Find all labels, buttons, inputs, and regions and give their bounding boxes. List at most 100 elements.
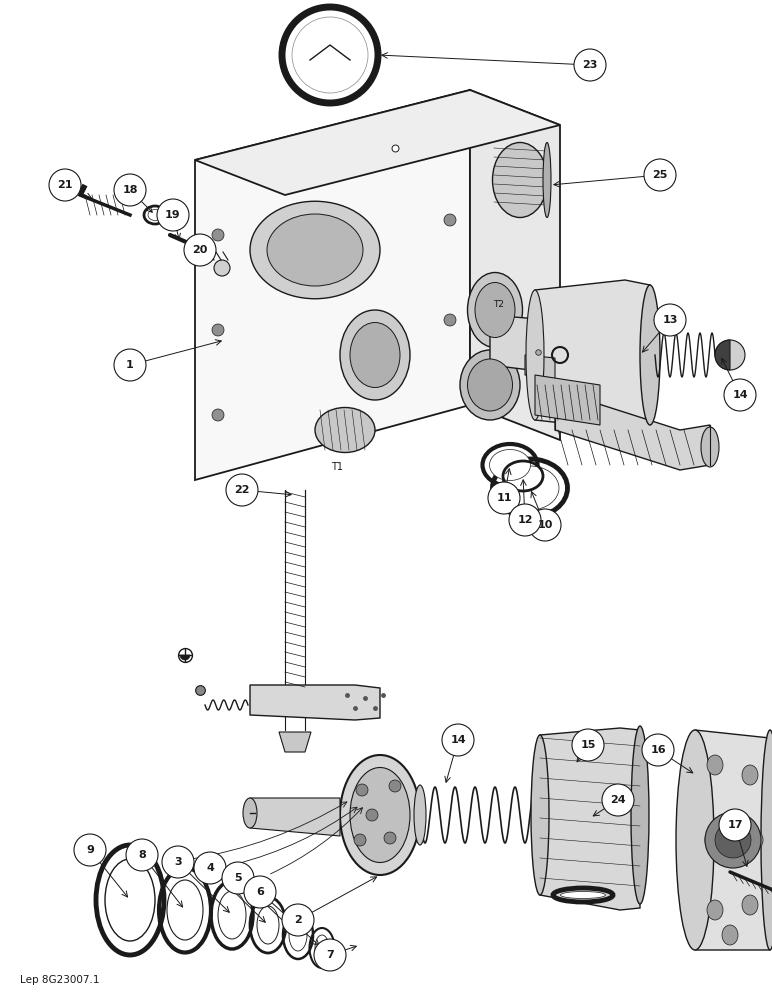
Ellipse shape — [761, 730, 772, 950]
Circle shape — [529, 509, 561, 541]
Text: 4: 4 — [206, 863, 214, 873]
Ellipse shape — [640, 285, 660, 425]
Ellipse shape — [414, 785, 426, 845]
Text: 13: 13 — [662, 315, 678, 325]
Ellipse shape — [105, 859, 155, 941]
Ellipse shape — [243, 798, 257, 828]
Ellipse shape — [340, 755, 420, 875]
Ellipse shape — [526, 290, 544, 420]
Polygon shape — [490, 315, 635, 380]
Ellipse shape — [707, 755, 723, 775]
Circle shape — [292, 17, 368, 93]
Circle shape — [642, 734, 674, 766]
Ellipse shape — [475, 282, 515, 338]
Ellipse shape — [560, 892, 605, 898]
Text: 16: 16 — [650, 745, 665, 755]
Circle shape — [366, 809, 378, 821]
Text: 22: 22 — [234, 485, 250, 495]
Text: 10: 10 — [537, 520, 553, 530]
Circle shape — [212, 324, 224, 336]
Polygon shape — [695, 730, 770, 950]
Polygon shape — [535, 375, 600, 425]
Text: 14: 14 — [732, 390, 748, 400]
Ellipse shape — [167, 880, 203, 940]
Circle shape — [488, 482, 520, 514]
Circle shape — [157, 199, 189, 231]
Circle shape — [49, 169, 81, 201]
Circle shape — [184, 234, 216, 266]
Text: 17: 17 — [727, 820, 743, 830]
Polygon shape — [535, 280, 650, 430]
Text: 1: 1 — [126, 360, 134, 370]
Polygon shape — [470, 90, 560, 440]
Text: 21: 21 — [57, 180, 73, 190]
Circle shape — [602, 784, 634, 816]
Ellipse shape — [218, 891, 246, 939]
Circle shape — [212, 229, 224, 241]
Circle shape — [572, 729, 604, 761]
Circle shape — [444, 314, 456, 326]
Wedge shape — [180, 655, 190, 660]
Text: 15: 15 — [581, 740, 596, 750]
Text: 14: 14 — [450, 735, 466, 745]
Circle shape — [509, 504, 541, 536]
Circle shape — [244, 876, 276, 908]
Circle shape — [74, 834, 106, 866]
Ellipse shape — [722, 925, 738, 945]
Ellipse shape — [340, 310, 410, 400]
Polygon shape — [195, 90, 470, 480]
Polygon shape — [555, 390, 710, 470]
Wedge shape — [715, 340, 730, 370]
Text: Lep 8G23007.1: Lep 8G23007.1 — [20, 975, 100, 985]
Text: 25: 25 — [652, 170, 668, 180]
Ellipse shape — [705, 830, 721, 850]
Text: 20: 20 — [192, 245, 208, 255]
Ellipse shape — [315, 935, 329, 961]
Ellipse shape — [489, 450, 530, 481]
Ellipse shape — [676, 730, 714, 950]
Ellipse shape — [501, 466, 559, 510]
Ellipse shape — [742, 765, 758, 785]
Ellipse shape — [257, 906, 279, 944]
Ellipse shape — [531, 735, 549, 895]
Ellipse shape — [289, 919, 307, 951]
Circle shape — [282, 904, 314, 936]
Circle shape — [114, 349, 146, 381]
Circle shape — [384, 832, 396, 844]
Text: 19: 19 — [165, 210, 181, 220]
Text: 24: 24 — [610, 795, 626, 805]
Circle shape — [654, 304, 686, 336]
Circle shape — [226, 474, 258, 506]
Circle shape — [194, 852, 226, 884]
Polygon shape — [540, 728, 640, 910]
Circle shape — [114, 174, 146, 206]
Ellipse shape — [267, 214, 363, 286]
Circle shape — [356, 784, 368, 796]
Ellipse shape — [468, 272, 523, 348]
Text: 11: 11 — [496, 493, 512, 503]
Circle shape — [314, 939, 346, 971]
Circle shape — [444, 214, 456, 226]
Circle shape — [354, 834, 366, 846]
Ellipse shape — [493, 142, 547, 218]
Polygon shape — [279, 732, 311, 752]
Circle shape — [715, 822, 751, 858]
Ellipse shape — [460, 350, 520, 420]
Text: 23: 23 — [582, 60, 598, 70]
Ellipse shape — [468, 359, 513, 411]
Circle shape — [214, 260, 230, 276]
Ellipse shape — [701, 427, 719, 467]
Text: 8: 8 — [138, 850, 146, 860]
Circle shape — [222, 862, 254, 894]
Circle shape — [162, 846, 194, 878]
Circle shape — [126, 839, 158, 871]
Ellipse shape — [631, 726, 649, 904]
Circle shape — [212, 409, 224, 421]
Circle shape — [719, 809, 751, 841]
Polygon shape — [250, 798, 340, 836]
Circle shape — [644, 159, 676, 191]
Circle shape — [715, 340, 745, 370]
Text: 7: 7 — [326, 950, 334, 960]
Circle shape — [442, 724, 474, 756]
Text: 12: 12 — [517, 515, 533, 525]
